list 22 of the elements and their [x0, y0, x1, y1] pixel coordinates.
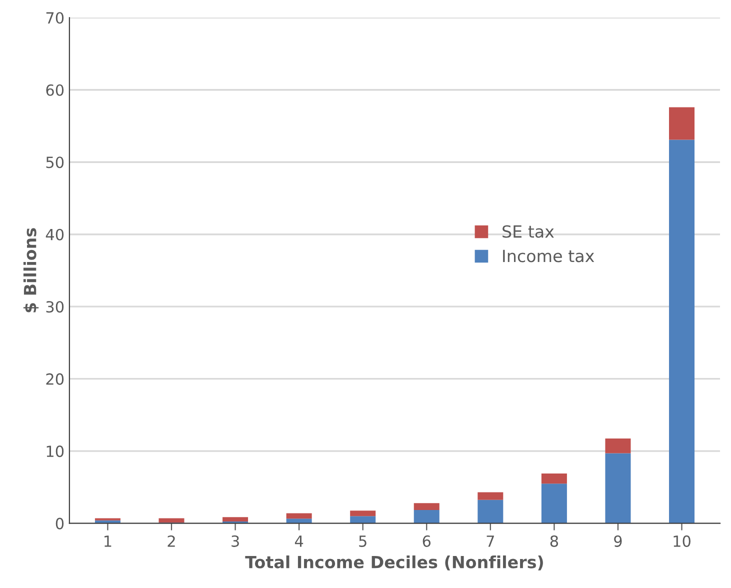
x-tick-label: 10 — [674, 535, 690, 547]
y-tick-label: 10 — [46, 446, 64, 458]
x-tick-label: 3 — [232, 535, 239, 547]
x-tick-label: 5 — [359, 536, 366, 547]
y-tick-label: 20 — [46, 373, 64, 385]
y-tick-label: 70 — [46, 12, 64, 24]
x-tick-label: 7 — [486, 536, 494, 547]
y-tick-label: 0 — [56, 518, 64, 530]
x-tick-label: 8 — [550, 535, 558, 547]
x-tick-label: 4 — [294, 536, 304, 547]
x-tick-label: 2 — [168, 535, 175, 547]
legend-label: SE tax — [502, 225, 554, 238]
y-tick-label: 50 — [46, 156, 64, 168]
y-axis-title: $ Billions — [23, 228, 39, 312]
x-tick-label: 9 — [614, 535, 622, 547]
legend-label: Income tax — [503, 250, 594, 262]
y-tick-label: 30 — [46, 301, 64, 313]
x-axis-title: Total Income Deciles (Nonfilers) — [245, 555, 543, 570]
x-tick-label: 6 — [422, 535, 431, 547]
y-tick-label: 60 — [46, 84, 64, 96]
x-tick-label: 1 — [104, 536, 112, 547]
y-tick-label: 40 — [46, 228, 64, 240]
